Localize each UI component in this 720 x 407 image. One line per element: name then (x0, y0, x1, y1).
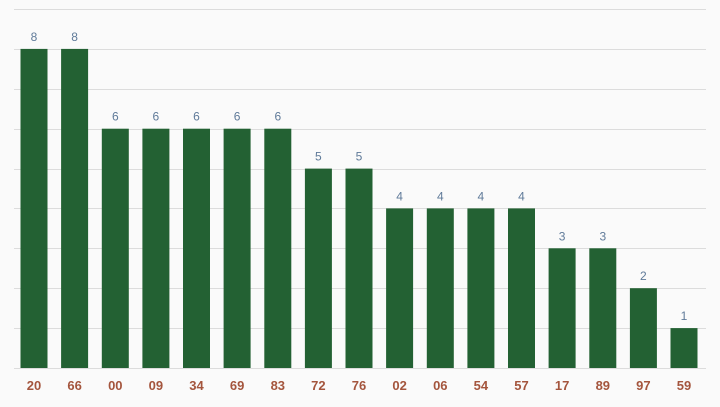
category-label-17: 17 (555, 378, 569, 393)
bar-54 (467, 208, 495, 368)
value-label-97: 2 (640, 269, 647, 283)
bar-76 (345, 168, 373, 368)
bar-00 (101, 128, 129, 368)
bar-34 (183, 128, 210, 368)
bar-69 (223, 128, 251, 368)
value-label-06: 4 (437, 189, 444, 203)
value-label-66: 8 (71, 30, 78, 44)
bar-06 (426, 208, 454, 368)
category-label-06: 06 (433, 378, 447, 393)
bar-57 (508, 208, 535, 368)
category-label-69: 69 (230, 378, 244, 393)
category-label-83: 83 (271, 378, 285, 393)
category-labels: 20 66 00 09 34 69 83 72 76 02 06 54 57 17 89 97 59 (27, 378, 691, 393)
value-label-83: 6 (274, 110, 281, 124)
value-label-34: 6 (193, 110, 200, 124)
category-label-72: 72 (311, 378, 325, 393)
category-label-02: 02 (392, 378, 406, 393)
category-label-57: 57 (514, 378, 528, 393)
category-label-34: 34 (189, 378, 204, 393)
bar-17 (548, 248, 576, 368)
category-label-89: 89 (596, 378, 610, 393)
value-label-57: 4 (518, 189, 525, 203)
value-label-76: 5 (356, 150, 363, 164)
bars (20, 48, 698, 369)
bar-66 (61, 48, 89, 369)
value-label-54: 4 (478, 189, 485, 203)
bar-83 (264, 128, 292, 368)
category-label-20: 20 (27, 378, 41, 393)
bar-09 (142, 128, 170, 368)
value-label-69: 6 (234, 110, 241, 124)
value-label-59: 1 (681, 309, 688, 323)
value-label-20: 8 (31, 30, 38, 44)
category-label-09: 09 (149, 378, 163, 393)
value-label-89: 3 (599, 229, 606, 243)
value-label-02: 4 (396, 189, 403, 203)
bar-97 (629, 288, 657, 368)
bar-89 (589, 248, 617, 368)
category-label-00: 00 (108, 378, 122, 393)
bar-02 (386, 208, 414, 368)
value-label-00: 6 (112, 110, 119, 124)
value-label-72: 5 (315, 150, 322, 164)
value-label-09: 6 (153, 110, 160, 124)
value-label-17: 3 (559, 229, 566, 243)
category-label-59: 59 (677, 378, 691, 393)
category-label-66: 66 (67, 378, 81, 393)
bar-20 (20, 48, 48, 369)
category-label-97: 97 (636, 378, 650, 393)
bar-59 (670, 328, 698, 368)
value-labels: 8 8 6 6 6 6 6 5 5 4 4 4 4 3 3 2 1 (31, 30, 688, 323)
category-label-54: 54 (474, 378, 489, 393)
bar-72 (304, 168, 332, 368)
category-label-76: 76 (352, 378, 366, 393)
